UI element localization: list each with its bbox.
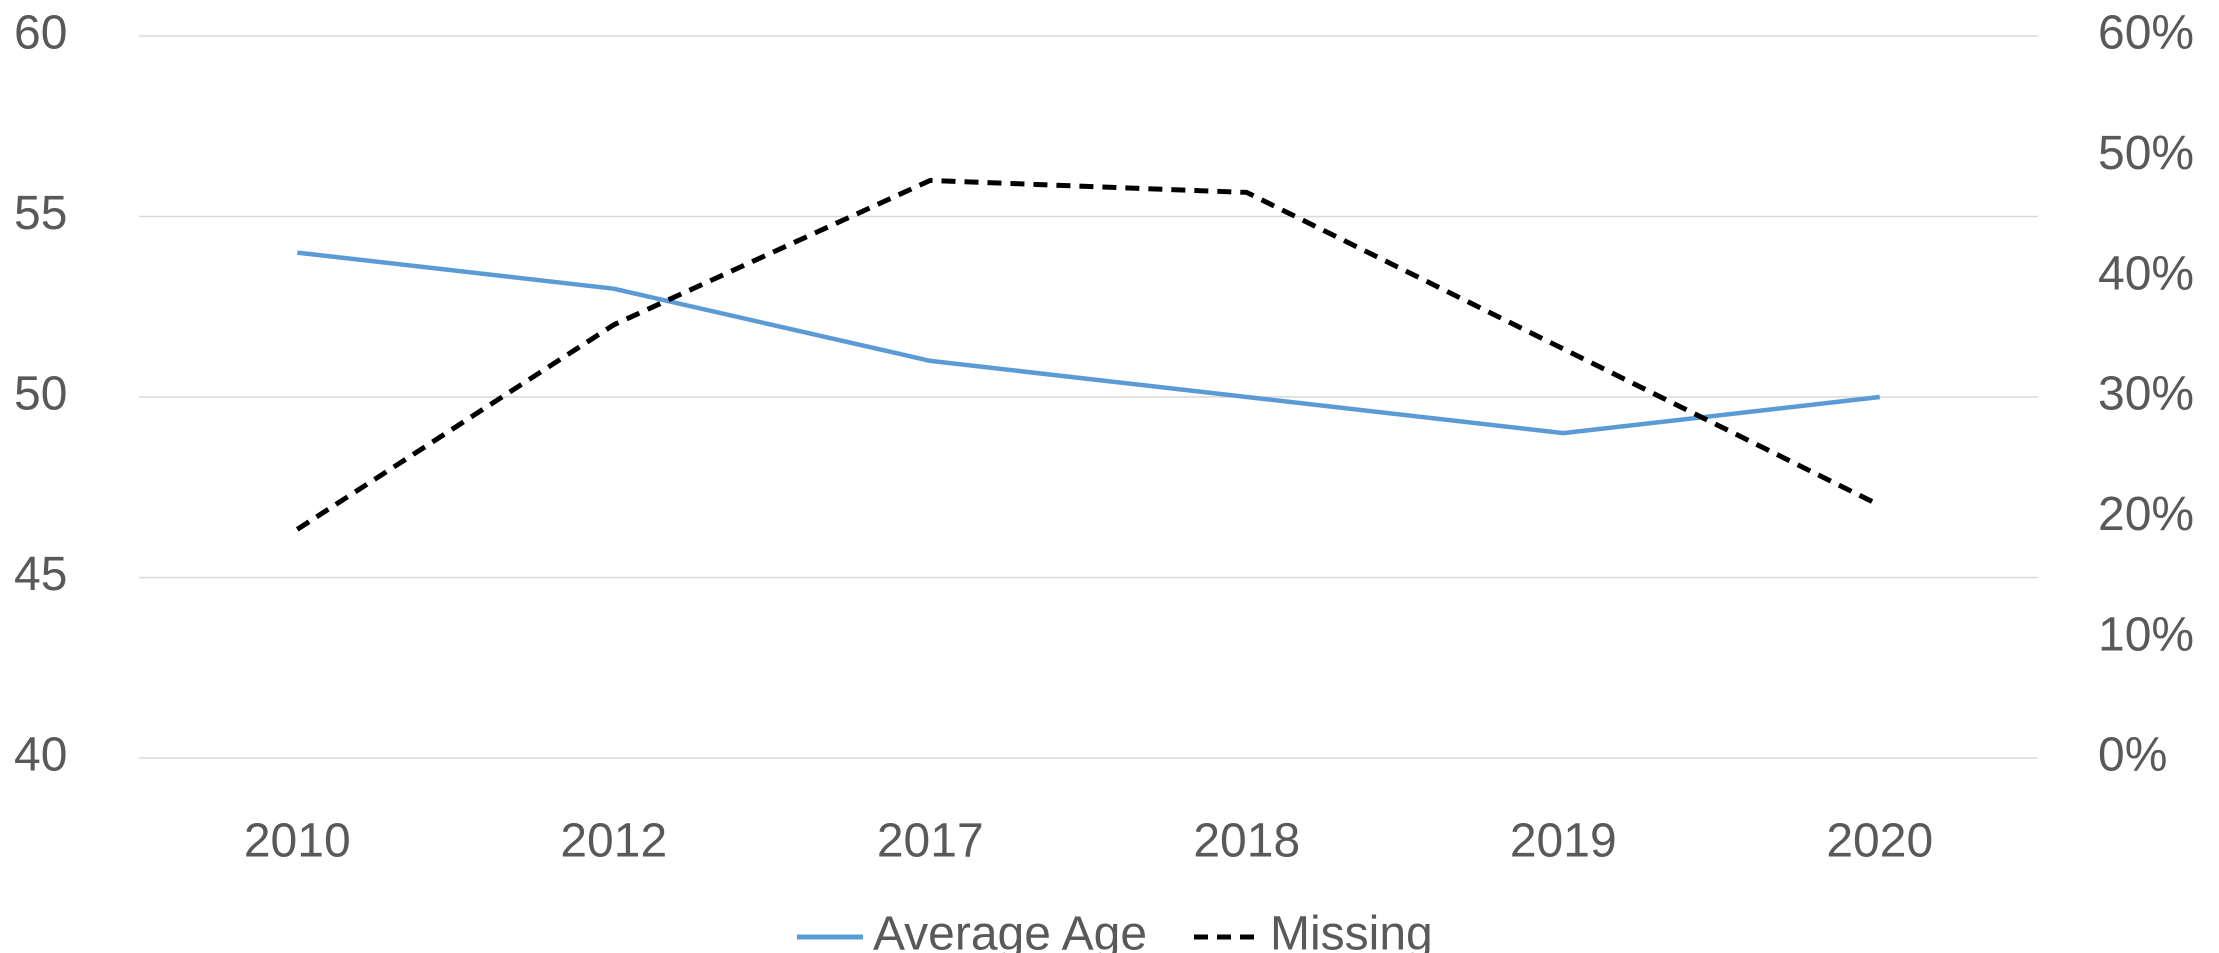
y2-tick-label: 60%: [2098, 7, 2194, 60]
y2-tick-label: 40%: [2098, 247, 2194, 300]
y-tick-label: 60: [14, 7, 67, 60]
y-tick-label: 50: [14, 368, 67, 421]
y2-tick-label: 10%: [2098, 608, 2194, 661]
y-tick-label: 40: [14, 729, 67, 782]
x-tick-label: 2018: [1193, 815, 1300, 868]
y2-tick-label: 20%: [2098, 488, 2194, 541]
x-tick-label: 2017: [877, 815, 984, 868]
x-tick-label: 2020: [1826, 815, 1933, 868]
y2-tick-label: 30%: [2098, 368, 2194, 421]
x-tick-label: 2019: [1510, 815, 1617, 868]
y2-tick-label: 50%: [2098, 127, 2194, 180]
y2-tick-label: 0%: [2098, 729, 2167, 782]
y-tick-label: 55: [14, 187, 67, 240]
y-tick-label: 45: [14, 548, 67, 601]
data-line: [296, 250, 1881, 436]
x-tick-label: 2012: [560, 815, 667, 868]
legend-label: Average Age: [873, 908, 1147, 953]
data-line: [295, 177, 1881, 532]
x-tick-label: 2010: [244, 815, 351, 868]
legend-label: Missing: [1270, 908, 1433, 953]
